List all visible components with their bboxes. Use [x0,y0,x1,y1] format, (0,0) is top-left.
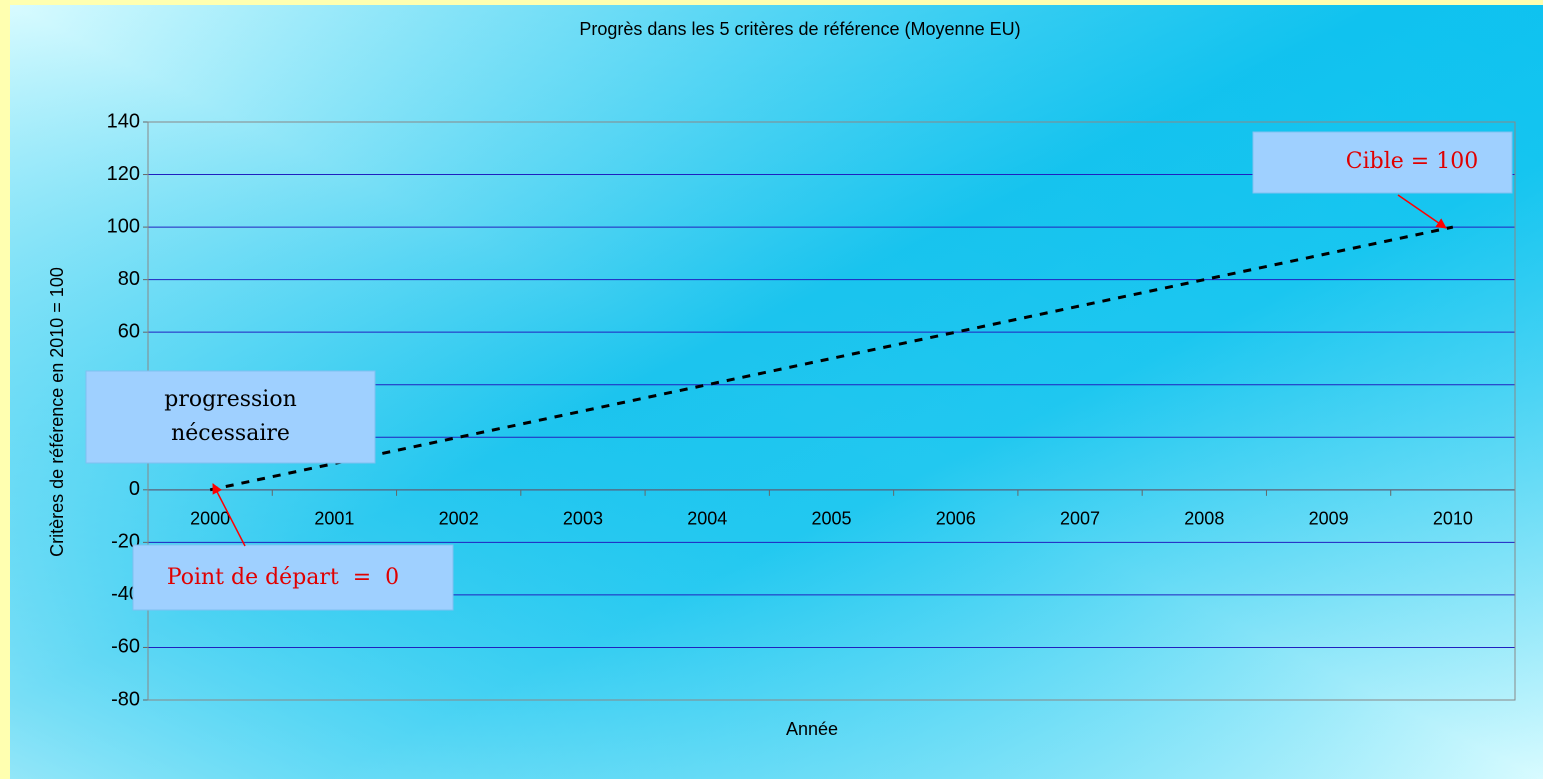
x-tick-label: 2005 [811,509,851,529]
y-tick-label: 140 [107,110,140,132]
y-tick-label: -60 [111,636,140,658]
annotation-text: progression nécessaire [164,387,297,446]
y-tick-label: 80 [118,268,140,290]
annotation-arrow [212,483,246,547]
annotation-box [1252,131,1513,194]
annotation-container: progression nécessaire [164,387,297,446]
x-axis-label: Année [786,719,838,739]
y-tick-label: -80 [111,688,140,710]
annotation-box [85,370,376,464]
x-tick-label: 2002 [439,509,479,529]
x-tick-label: 2004 [687,509,727,529]
x-tick-label: 2007 [1060,509,1100,529]
annotation-text: Point de départ = 0 [167,565,399,590]
x-tick-label: 2001 [314,509,354,529]
y-tick-label: 100 [107,215,140,237]
x-tick-label: 2010 [1433,509,1473,529]
x-tick-label: 2000 [190,509,230,529]
y-tick-label: 120 [107,163,140,185]
y-tick-label: 0 [129,478,140,500]
annotation-text: Cible = 100 [1346,149,1478,174]
x-tick-label: 2006 [936,509,976,529]
y-tick-label: 60 [118,320,140,342]
annotation-box [132,544,454,611]
annotation-arrow [1397,194,1447,229]
x-tick-label: 2003 [563,509,603,529]
y-axis-label: Critères de référence en 2010 = 100 [47,267,67,557]
line [209,225,1454,492]
x-tick-label: 2008 [1184,509,1224,529]
chart-title: Progrès dans les 5 critères de référence… [579,19,1020,39]
x-tick-label: 2009 [1309,509,1349,529]
